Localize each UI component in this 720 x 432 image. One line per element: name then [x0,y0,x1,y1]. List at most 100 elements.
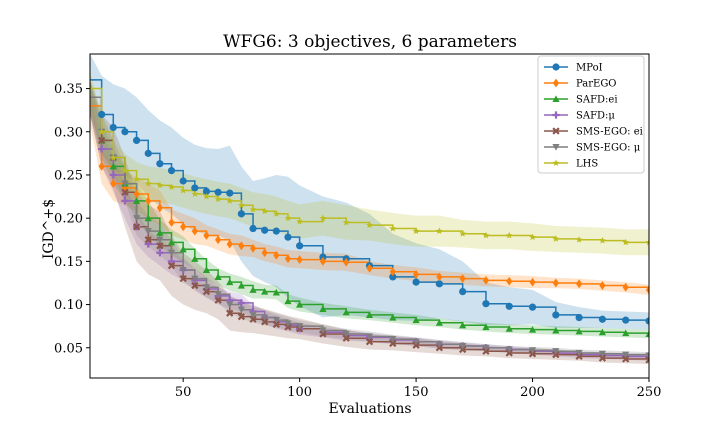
series-6-point [214,195,222,203]
series-1-point [226,239,233,249]
series-6-point [272,210,280,217]
series-2-point [132,197,141,204]
series-4-point [167,262,176,270]
series-5-point [237,306,245,314]
legend-marker [552,63,560,71]
series-1-point [412,269,420,279]
series-4-point [132,223,141,231]
series-2-point [622,329,630,337]
series-5-point [342,330,350,338]
series-0-point [389,273,397,281]
series-1-point [203,231,210,240]
series-6-point [226,197,234,204]
series-5-point [575,349,583,357]
series-4-point [179,274,187,283]
series-6-point [482,231,490,239]
series-2-point [214,273,222,280]
legend-marker [552,143,560,151]
legend-label: SMS-EGO: μ [576,143,641,154]
series-4-point [214,296,222,304]
series-0-point [435,280,443,288]
series-5-point [505,346,513,354]
legend-marker [552,111,560,119]
series-4-point [237,312,246,321]
series-2-point [482,323,490,331]
legend: MPoI ParEGO SAFD:ei SAFD:μ SMS-EGO: ei SMS-EG… [537,55,645,174]
series-0-point [121,128,129,136]
series-0-point [237,210,245,218]
series-6-point [435,227,443,235]
series-2-point [389,313,397,321]
series-0-point [284,233,292,241]
series-6-point [144,180,152,187]
series-5-point [319,327,327,335]
series-4-point [226,309,234,317]
series-4-point [261,318,269,326]
series-5-point [272,317,280,324]
legend-box [537,55,645,174]
series-3-point [121,197,129,205]
series-3-point [167,257,176,265]
series-5-point [389,336,397,343]
series-5-point [622,351,630,359]
series-0-point [552,311,560,319]
series-1-point [645,285,649,295]
series-0-point [179,177,187,185]
series-6-point [133,175,141,183]
series-5-point [132,215,141,222]
series-1-point [296,255,303,265]
series-2-point [202,266,211,274]
series-6-point [179,186,187,194]
legend-label: SMS-EGO: ei [576,127,643,138]
series-5-point [144,228,152,235]
series-0-point [249,224,257,233]
series-6-point [168,183,175,190]
series-6-point [98,128,106,135]
series-4-point [249,315,257,323]
series-6-point [552,235,560,242]
series-3-point [237,299,245,307]
y-tick-label: 0.20 [54,212,83,227]
series-6-point [366,221,373,228]
series-6-point [598,237,606,244]
series-4-point [97,136,106,145]
series-1-point [459,274,466,284]
series-6-point [203,192,210,200]
series-6-point [284,214,292,222]
series-4-point [365,338,374,346]
series-5-point [191,275,199,283]
series-4-point [645,356,649,364]
legend-marker [552,78,560,88]
series-2-point [365,311,374,318]
series-0-point [202,187,211,195]
series-4-point [202,287,211,296]
chart-title: WFG6: 3 objectives, 6 parameters [223,32,517,52]
series-6-point [645,238,649,246]
series-markers [97,110,649,364]
series-0-point [98,110,106,119]
series-1-point [436,272,443,282]
series-6-point [342,218,350,226]
series-1-point [622,282,629,292]
x-tick-label: 50 [175,385,192,400]
series-6-point [191,190,199,197]
series-5-point [435,341,443,348]
y-axis-ticks: 0.05 0.10 0.15 0.20 0.25 0.30 0.35 [54,82,90,356]
series-1-point [284,254,292,264]
series-5-point [167,249,176,257]
series-6-point [249,205,257,213]
series-1-point [576,279,583,289]
y-tick-label: 0.15 [54,255,83,270]
series-1-point [366,263,373,273]
series-1-point [482,275,490,285]
series-5-point [249,311,257,319]
series-2-point [598,328,607,336]
legend-label: MPoI [576,63,603,74]
series-1-point [389,267,396,277]
series-0-point [191,184,199,192]
series-0-point [156,160,164,168]
series-5-point [459,342,467,350]
x-tick-label: 150 [404,385,429,400]
legend-label: SAFD:μ [576,111,615,122]
series-6-point [121,167,129,174]
